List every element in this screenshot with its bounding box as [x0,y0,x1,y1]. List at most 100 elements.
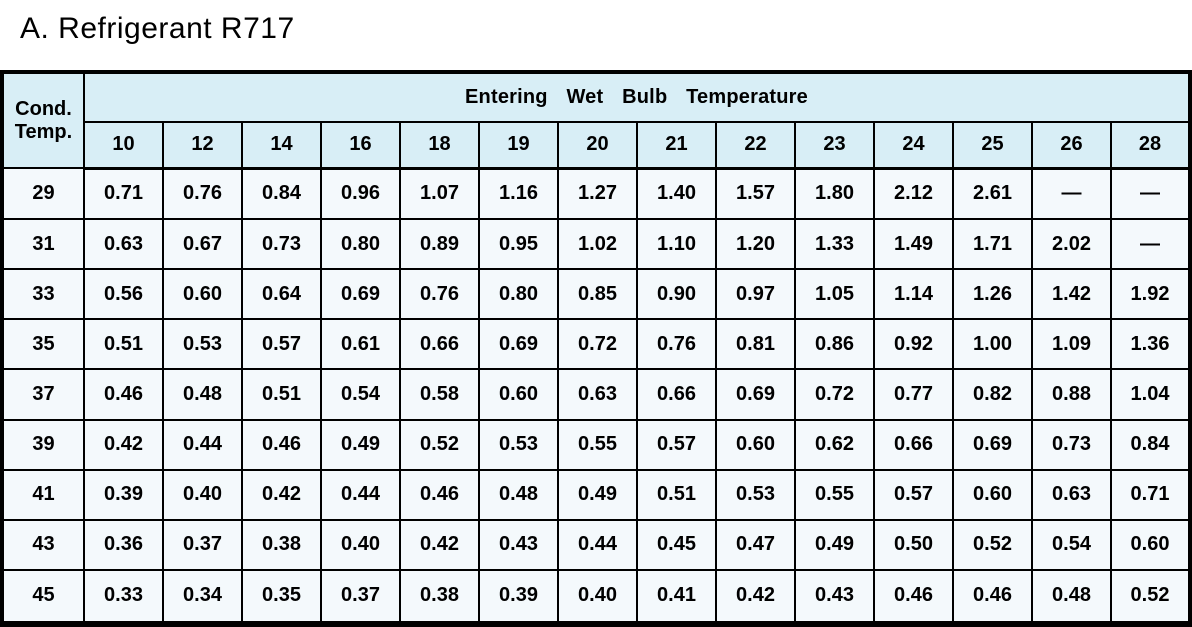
table-row: 33 0.56 0.60 0.64 0.69 0.76 0.80 0.85 0.90 0.97 1.… [1,268,1191,321]
factor-cell: 0.52 [1110,568,1191,626]
factor-cell: 0.90 [636,268,717,321]
factor-cell: 0.47 [715,518,796,571]
table-row: 45 0.33 0.34 0.35 0.37 0.38 0.39 0.40 0.41 0.42 0.… [1,568,1191,626]
factor-cell: 0.35 [241,568,322,626]
refrigerant-factor-table: Cond. Temp. Entering Wet Bulb Temperatur… [0,70,1192,627]
factor-cell: 0.49 [794,518,875,571]
factor-cell: 0.81 [715,318,796,371]
cond-temp-cell: 35 [1,318,85,371]
factor-cell: 0.52 [952,518,1033,571]
entering-wet-bulb-temperature-header: Entering Wet Bulb Temperature [83,71,1191,123]
factor-cell: 0.73 [241,218,322,271]
factor-cell: 0.69 [715,368,796,421]
factor-cell: 1.02 [557,218,638,271]
factor-cell: 0.37 [320,568,401,626]
group-header-row: Cond. Temp. Entering Wet Bulb Temperatur… [1,71,1191,169]
factor-cell: 0.36 [83,518,164,571]
factor-cell: 0.66 [399,318,480,371]
factor-cell: 0.53 [162,318,243,371]
factor-cell: 0.39 [83,468,164,521]
factor-cell: 0.80 [478,268,559,321]
factor-cell: 0.96 [320,166,401,221]
factor-cell: 0.38 [241,518,322,571]
wet-bulb-temp-header: 23 [794,121,875,170]
factor-cell: 0.49 [320,418,401,471]
factor-cell: 0.73 [1031,418,1112,471]
factor-cell: 0.44 [320,468,401,521]
factor-cell: 0.33 [83,568,164,626]
factor-cell: 0.54 [320,368,401,421]
cond-temp-cell: 43 [1,518,85,571]
factor-cell: 1.57 [715,166,796,221]
factor-cell: 0.77 [873,368,954,421]
factor-cell: 0.52 [399,418,480,471]
factor-cell: 0.34 [162,568,243,626]
factor-cell: 0.92 [873,318,954,371]
factor-cell: 1.80 [794,166,875,221]
factor-cell: 0.40 [557,568,638,626]
factor-cell: 1.07 [399,166,480,221]
factor-cell: 0.69 [478,318,559,371]
factor-cell: 0.62 [794,418,875,471]
table-row: 35 0.51 0.53 0.57 0.61 0.66 0.69 0.72 0.76 0.81 0.… [1,318,1191,371]
table-row: 43 0.36 0.37 0.38 0.40 0.42 0.43 0.44 0.45 0.47 0.… [1,518,1191,571]
factor-cell: 1.42 [1031,268,1112,321]
factor-cell: 1.10 [636,218,717,271]
factor-cell: 0.57 [873,468,954,521]
cond-temp-cell: 41 [1,468,85,521]
factor-cell: 0.71 [83,166,164,221]
table-row: 41 0.39 0.40 0.42 0.44 0.46 0.48 0.49 0.51 0.53 0.… [1,468,1191,521]
factor-cell: 1.05 [794,268,875,321]
factor-cell: 0.60 [1110,518,1191,571]
factor-cell: 0.60 [952,468,1033,521]
factor-cell: 0.67 [162,218,243,271]
factor-cell: 2.61 [952,166,1033,221]
factor-cell: 0.56 [83,268,164,321]
cond-temp-cell: 39 [1,418,85,471]
factor-cell: 1.09 [1031,318,1112,371]
table-row: 29 0.71 0.76 0.84 0.96 1.07 1.16 1.27 1.40 1.57 1.… [1,166,1191,221]
factor-cell: 0.40 [320,518,401,571]
factor-cell: 0.76 [399,268,480,321]
factor-cell: 0.72 [557,318,638,371]
factor-cell: 0.48 [1031,568,1112,626]
factor-cell: 1.16 [478,166,559,221]
factor-cell: 0.42 [83,418,164,471]
factor-cell: 0.46 [399,468,480,521]
factor-cell: 1.33 [794,218,875,271]
factor-cell: 0.89 [399,218,480,271]
factor-cell: 0.64 [241,268,322,321]
factor-cell: 1.00 [952,318,1033,371]
factor-cell: 0.53 [715,468,796,521]
factor-cell: 0.60 [162,268,243,321]
wet-bulb-temp-header: 22 [715,121,796,170]
factor-cell: 0.46 [873,568,954,626]
table-row: 37 0.46 0.48 0.51 0.54 0.58 0.60 0.63 0.66 0.69 0.… [1,368,1191,421]
factor-cell: 0.58 [399,368,480,421]
wet-bulb-temp-header: 28 [1110,121,1191,170]
factor-cell: — [1031,166,1112,221]
factor-cell: 0.48 [162,368,243,421]
factor-cell: 0.85 [557,268,638,321]
wet-bulb-temp-header: 19 [478,121,559,170]
factor-cell: 0.42 [399,518,480,571]
wet-bulb-temp-header: 10 [83,121,164,170]
wet-bulb-temp-header: 16 [320,121,401,170]
cond-temp-corner-header: Cond. Temp. [1,71,85,169]
factor-cell: 0.45 [636,518,717,571]
wet-bulb-temp-header: 18 [399,121,480,170]
factor-cell: 0.88 [1031,368,1112,421]
wet-bulb-temp-header: 26 [1031,121,1112,170]
factor-cell: 0.97 [715,268,796,321]
page-title: A. Refrigerant R717 [20,12,295,45]
cond-temp-cell: 33 [1,268,85,321]
table-row: 39 0.42 0.44 0.46 0.49 0.52 0.53 0.55 0.57 0.60 0.… [1,418,1191,471]
cond-temp-cell: 29 [1,166,85,221]
factor-cell: 0.37 [162,518,243,571]
factor-cell: 0.71 [1110,468,1191,521]
factor-cell: 0.44 [557,518,638,571]
factor-cell: 0.80 [320,218,401,271]
factor-cell: 0.72 [794,368,875,421]
cond-temp-cell: 45 [1,568,85,626]
